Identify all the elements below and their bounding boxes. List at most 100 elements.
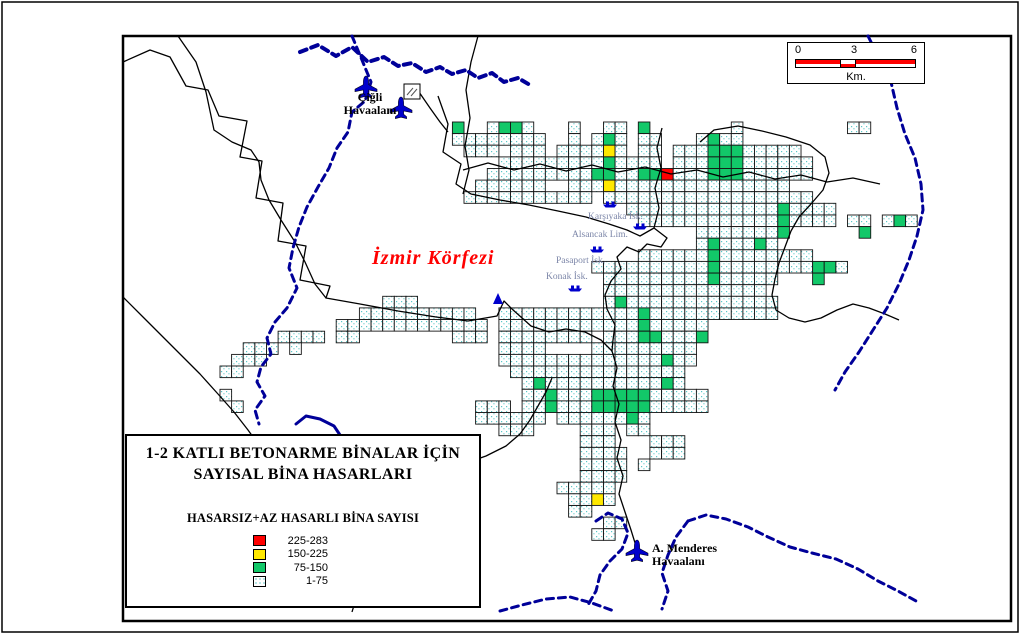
coast-road-line — [177, 35, 327, 299]
grid-cell — [858, 226, 872, 239]
grid-cell — [312, 330, 326, 344]
grid-cell — [521, 330, 535, 344]
grid-cell — [742, 272, 755, 286]
grid-cell — [649, 260, 662, 274]
grid-cell — [626, 284, 639, 297]
grid-cell — [579, 330, 593, 344]
grid-cell — [730, 133, 744, 146]
izmir-bay-label: İzmir Körfezi — [372, 247, 495, 269]
grid-cell — [521, 365, 535, 379]
grid-cell — [707, 179, 721, 193]
grid-cell — [695, 249, 709, 262]
grid-cell — [672, 249, 686, 262]
grid-cell — [649, 319, 662, 332]
port-label: Konak İsk. — [546, 270, 588, 282]
grid-cell — [614, 156, 628, 169]
grid-cell — [649, 144, 662, 158]
grid-cell — [742, 237, 755, 251]
grid-cell — [603, 423, 616, 437]
grid-cell — [672, 144, 686, 158]
grid-cell — [707, 272, 721, 286]
grid-cell — [510, 179, 523, 193]
grid-cell — [719, 179, 732, 193]
grid-cell — [486, 121, 500, 135]
grid-cell — [730, 249, 744, 262]
grid-cell — [486, 412, 500, 425]
grid-cell — [812, 214, 825, 228]
grid-cell — [742, 191, 755, 204]
coast-road-line — [611, 350, 637, 547]
grid-cell — [661, 330, 674, 344]
grid-cell — [730, 307, 744, 320]
grid-cell — [672, 156, 686, 169]
grid-cell — [591, 400, 604, 413]
grid-cell — [730, 226, 744, 239]
grid-cell — [463, 307, 477, 320]
grid-cell — [695, 319, 709, 332]
grid-cell — [730, 202, 744, 216]
grid-cell — [521, 388, 535, 402]
grid-cell — [707, 249, 721, 262]
grid-cell — [510, 144, 523, 158]
grid-cell — [684, 307, 697, 320]
sailboat-icon — [493, 293, 503, 304]
grid-cell — [591, 342, 604, 355]
grid-cell — [521, 121, 535, 135]
grid-cell — [533, 412, 546, 425]
menderes-airport-label-line2: Havaalanı — [652, 554, 705, 568]
grid-cell — [521, 307, 535, 320]
grid-cell — [823, 260, 837, 274]
grid-cell — [684, 249, 697, 262]
grid-cell — [510, 168, 523, 181]
grid-cell — [637, 388, 651, 402]
grid-cell — [719, 191, 732, 204]
menderes-airport-label-line1: A. Menderes — [652, 541, 718, 555]
grid-cell — [788, 260, 802, 274]
grid-cell — [812, 260, 825, 274]
grid-cell — [695, 237, 709, 251]
grid-cell — [672, 260, 686, 274]
grid-cell — [719, 168, 732, 181]
grid-cell — [626, 353, 639, 367]
grid-cell — [649, 272, 662, 286]
grid-cell — [603, 446, 616, 460]
grid-cell — [672, 214, 686, 228]
grid-cell — [672, 388, 686, 402]
grid-cell — [603, 133, 616, 146]
grid-cell — [486, 133, 500, 146]
grid-cell — [637, 191, 651, 204]
grid-cell — [672, 202, 686, 216]
grid-cell — [591, 458, 604, 472]
grid-cell — [591, 307, 604, 320]
grid-cell — [451, 133, 465, 146]
grid-cell — [661, 342, 674, 355]
scale-tick-6: 6 — [910, 44, 917, 56]
grid-cell — [661, 191, 674, 204]
coast-road-line — [462, 162, 881, 185]
grid-cell — [440, 319, 453, 332]
grid-cell — [730, 272, 744, 286]
grid-cell — [672, 307, 686, 320]
grid-cell — [603, 144, 616, 158]
ferry-icon — [590, 246, 604, 253]
grid-cell — [754, 249, 767, 262]
grid-cell — [533, 307, 546, 320]
grid-cell — [544, 365, 558, 379]
grid-cell — [475, 319, 488, 332]
legend-item-label: 150-225 — [287, 548, 328, 561]
grid-cell — [672, 319, 686, 332]
grid-cell — [684, 156, 697, 169]
ferry-icon — [568, 285, 582, 292]
grid-cell — [626, 377, 639, 390]
boundary-line — [498, 595, 616, 613]
grid-cell — [603, 481, 616, 495]
grid-cell — [568, 191, 581, 204]
grid-cell — [603, 412, 616, 425]
grid-cell — [219, 365, 233, 379]
grid-cell — [626, 307, 639, 320]
grid-cell — [475, 330, 488, 344]
legend-swatch-green — [253, 562, 266, 574]
grid-cell — [812, 202, 825, 216]
boundary-line — [253, 34, 373, 426]
